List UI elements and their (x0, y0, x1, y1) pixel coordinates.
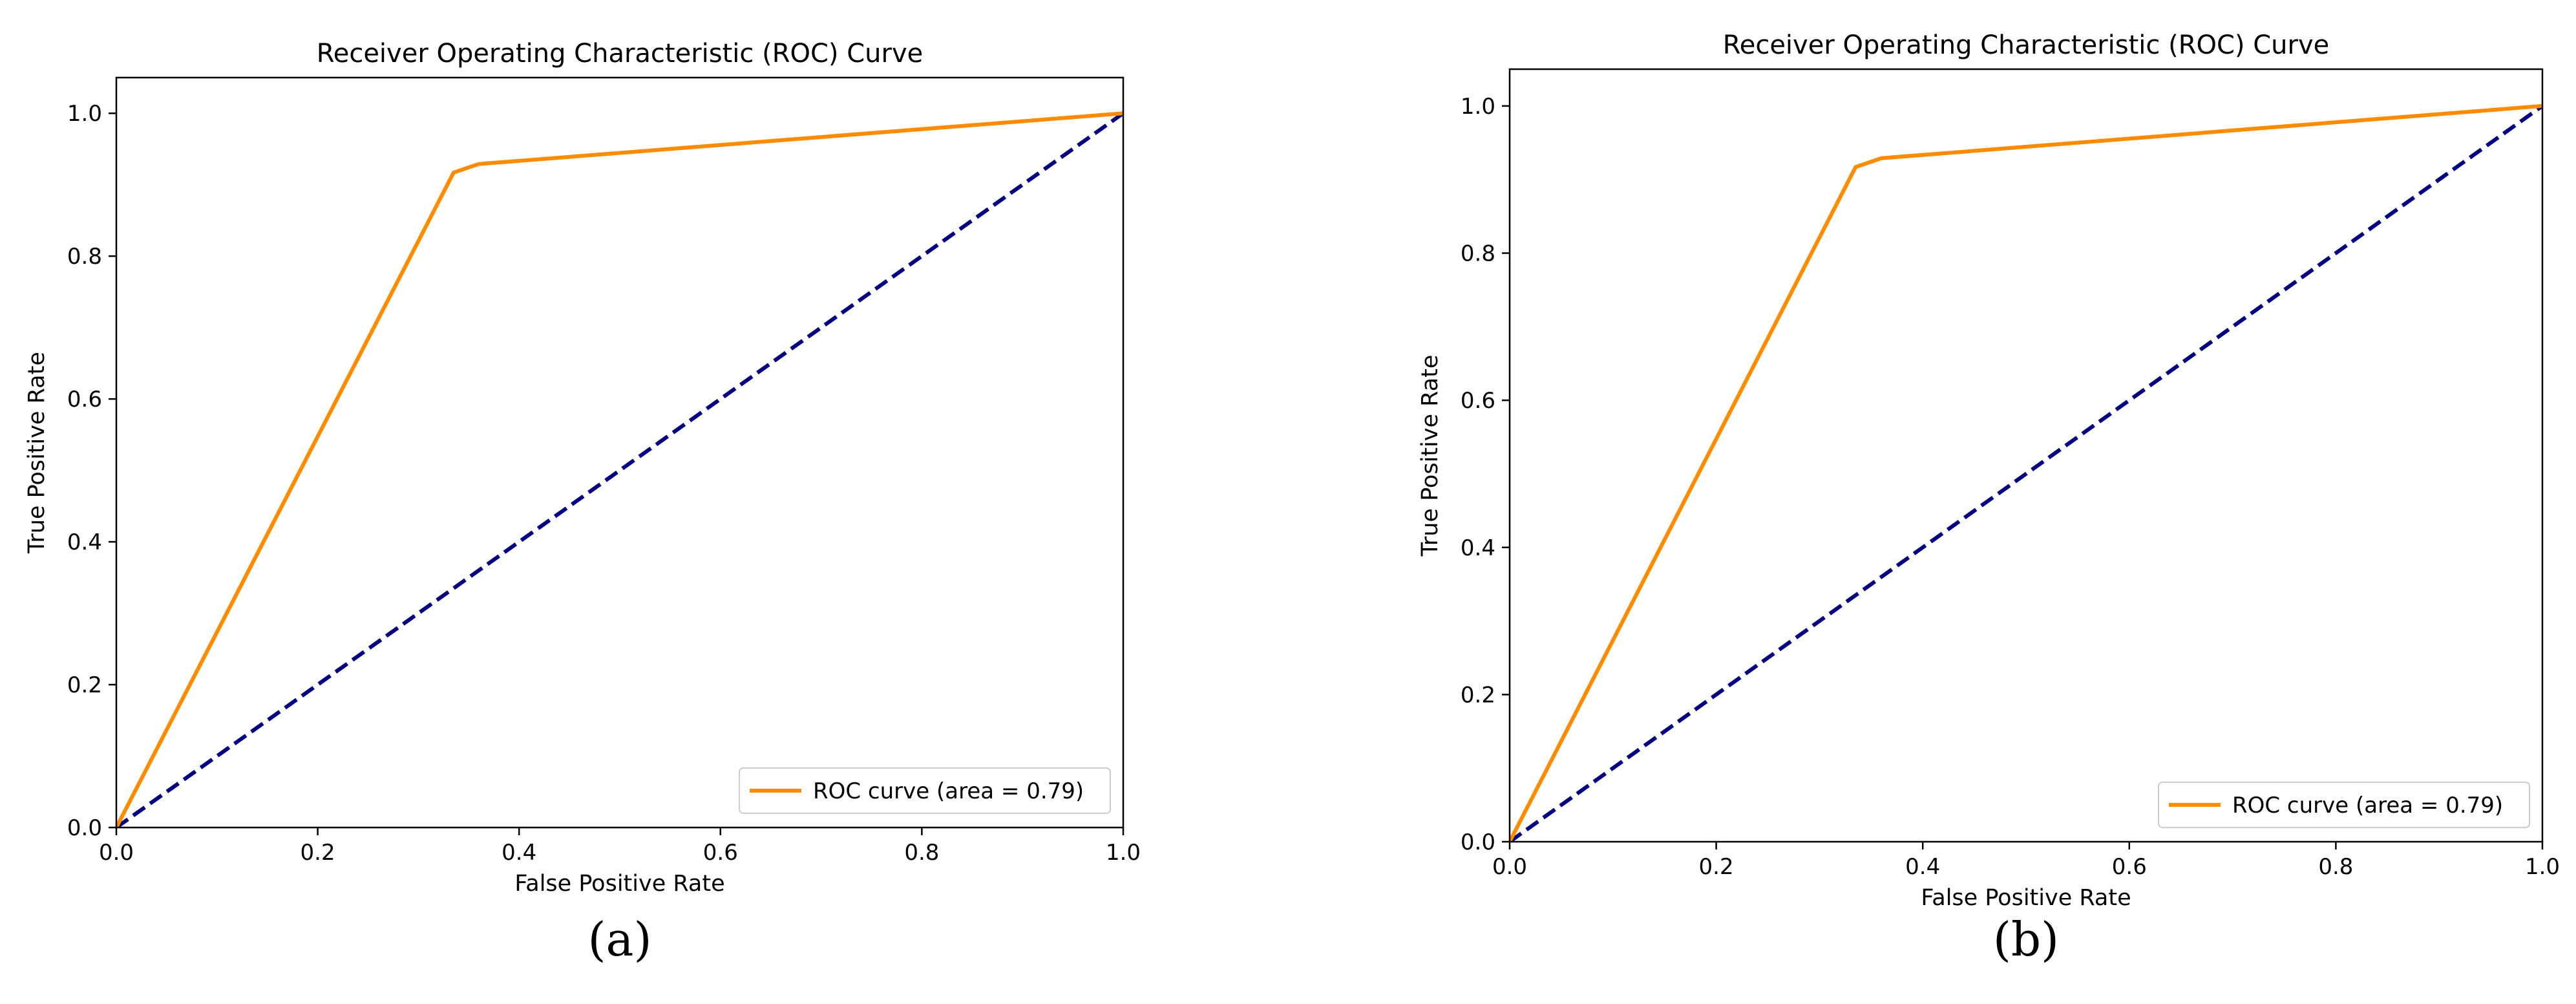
x-axis-label: False Positive Rate (1921, 885, 2131, 911)
figure-caption: (a) (587, 912, 651, 967)
y-tick-label: 0.6 (1461, 388, 1495, 414)
chance-diagonal-line (1510, 104, 2542, 842)
x-tick-label: 0.0 (1492, 854, 1527, 880)
y-axis-label: True Positive Rate (1417, 355, 1443, 557)
x-tick-label: 0.2 (301, 840, 335, 866)
x-tick-label: 0.4 (501, 840, 536, 866)
x-tick-label: 0.2 (1699, 854, 1734, 880)
y-tick-label: 0.6 (67, 387, 102, 412)
legend: ROC curve (area = 0.79) (2158, 782, 2530, 828)
plot-frame (115, 76, 1124, 829)
y-tick-label: 0.4 (67, 529, 102, 555)
legend-label: ROC curve (area = 0.79) (2232, 793, 2503, 818)
y-tick-label: 0.2 (1461, 682, 1495, 708)
y-tick-label: 1.0 (67, 101, 102, 127)
roc-curve-line (116, 111, 1123, 828)
roc-curve-line (1510, 103, 2542, 842)
y-tick-label: 0.2 (67, 672, 102, 698)
x-tick-label: 1.0 (2525, 854, 2560, 880)
figure-caption: (b) (1993, 912, 2059, 967)
legend-box (2158, 782, 2530, 828)
y-tick-label: 0.8 (1461, 241, 1495, 267)
y-tick-label: 0.4 (1461, 535, 1495, 561)
chart-title: Receiver Operating Characteristic (ROC) … (1723, 30, 2330, 60)
x-tick-label: 0.6 (2112, 854, 2147, 880)
chart-title: Receiver Operating Characteristic (ROC) … (317, 39, 924, 69)
legend: ROC curve (area = 0.79) (739, 767, 1111, 814)
roc-chart-a: 0.0 0.2 0.4 0.6 0.8 1.0 0.0 0.2 0.4 0.6 0.8 1.0 Rece… (24, 39, 1141, 967)
x-tick-label: 0.0 (99, 840, 134, 866)
y-tick-label: 0.8 (67, 244, 102, 270)
legend-label: ROC curve (area = 0.79) (813, 778, 1084, 804)
plot-frame (1508, 68, 2544, 843)
x-tick-label: 0.8 (904, 840, 939, 866)
y-axis-label: True Positive Rate (24, 352, 50, 554)
x-axis-label: False Positive Rate (514, 871, 724, 897)
y-tick-label: 0.0 (67, 815, 102, 841)
x-tick-label: 0.4 (1905, 854, 1940, 880)
roc-chart-b: 0.0 0.2 0.4 0.6 0.8 1.0 0.0 0.2 0.4 0.6 0.8 1.0 Rece… (1417, 30, 2560, 967)
y-tick-label: 0.0 (1461, 829, 1495, 855)
x-tick-label: 1.0 (1106, 840, 1141, 866)
x-tick-label: 0.6 (703, 840, 738, 866)
x-tick-label: 0.8 (2318, 854, 2353, 880)
legend-box (739, 767, 1111, 814)
y-tick-label: 1.0 (1461, 94, 1495, 120)
